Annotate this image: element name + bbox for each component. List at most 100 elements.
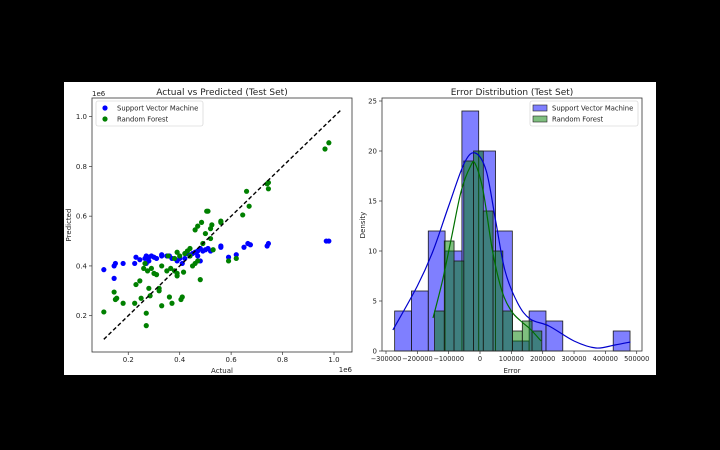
rf-point bbox=[180, 269, 187, 275]
rf-point bbox=[198, 219, 205, 225]
svm-point bbox=[133, 254, 139, 260]
rf-histogram-bar bbox=[473, 150, 484, 352]
rf-histogram-bar bbox=[502, 310, 513, 352]
y-tick-label: 25 bbox=[368, 98, 377, 106]
x-tick-label: 0.8 bbox=[277, 356, 288, 364]
hist-xlabel: Error bbox=[503, 367, 520, 375]
legend-patch-rf bbox=[532, 115, 548, 123]
scatter-legend: Support Vector Machine Random Forest bbox=[95, 100, 204, 127]
rf-point bbox=[132, 300, 138, 306]
rf-point bbox=[209, 222, 215, 228]
scatter-plot: Actual vs Predicted (Test Set) Actual Pr… bbox=[65, 88, 353, 375]
x-tick-label: −300000 bbox=[371, 355, 402, 363]
rf-point bbox=[174, 270, 180, 276]
rf-point bbox=[265, 186, 272, 192]
rf-point bbox=[159, 303, 165, 309]
rf-point bbox=[326, 140, 332, 146]
histogram-plot: Error Distribution (Test Set) Error Dens… bbox=[359, 88, 649, 375]
svm-point bbox=[218, 243, 224, 249]
legend-label-rf: Random Forest bbox=[552, 116, 603, 124]
svm-kde-curve bbox=[392, 152, 631, 349]
y-tick-label: 0.2 bbox=[76, 312, 87, 320]
rf-point bbox=[147, 293, 153, 299]
rf-point bbox=[210, 247, 216, 253]
svm-point bbox=[146, 258, 152, 264]
svm-point bbox=[101, 267, 107, 273]
rf-point bbox=[225, 258, 232, 264]
rf-point bbox=[233, 255, 239, 262]
rf-point bbox=[195, 223, 201, 229]
y-tick-label: 15 bbox=[368, 198, 377, 206]
rf-point bbox=[322, 146, 328, 152]
rf-point bbox=[111, 289, 117, 295]
rf-point bbox=[240, 212, 246, 218]
y-tick-label: 20 bbox=[368, 148, 377, 156]
rf-point bbox=[165, 253, 171, 259]
rf-point bbox=[120, 300, 126, 306]
svm-point bbox=[195, 253, 201, 259]
svm-point bbox=[153, 255, 160, 262]
x-tick-label: 0.4 bbox=[174, 356, 186, 364]
scatter-frame bbox=[91, 97, 353, 353]
rf-point bbox=[138, 295, 144, 301]
rf-point bbox=[164, 268, 170, 274]
rf-histogram-bar bbox=[482, 210, 494, 352]
x-tick-label: 100000 bbox=[499, 355, 524, 363]
svm-histogram-bar bbox=[394, 310, 412, 352]
rf-point bbox=[166, 294, 173, 300]
y-tick-label: 0.8 bbox=[76, 163, 87, 171]
rf-point bbox=[197, 277, 203, 283]
rf-point bbox=[205, 208, 211, 214]
svm-point bbox=[137, 257, 143, 263]
x-tick-label: −100000 bbox=[433, 355, 464, 363]
svm-point bbox=[132, 260, 138, 267]
rf-point bbox=[179, 294, 185, 300]
hist-frame bbox=[381, 97, 643, 352]
rf-point bbox=[142, 260, 148, 267]
svm-histogram-bar bbox=[411, 290, 429, 352]
svm-point bbox=[120, 260, 126, 267]
rf-point bbox=[168, 265, 174, 272]
legend-marker-rf bbox=[102, 116, 108, 122]
svm-point bbox=[233, 252, 239, 258]
svm-point bbox=[326, 238, 332, 244]
svm-point bbox=[241, 244, 247, 250]
rf-point bbox=[143, 323, 149, 329]
rf-histogram-bar bbox=[521, 320, 533, 352]
svm-point bbox=[265, 240, 272, 247]
y-tick-label: 0.4 bbox=[76, 262, 88, 270]
x-tick-label: 300000 bbox=[561, 355, 586, 363]
rf-point bbox=[174, 249, 180, 255]
legend-label-svm: Support Vector Machine bbox=[552, 105, 633, 113]
x-tick-label: 0.6 bbox=[226, 356, 238, 364]
x-tick-label: 0 bbox=[478, 355, 482, 363]
rf-point bbox=[243, 188, 250, 194]
rf-point bbox=[148, 265, 155, 272]
svm-histogram-bar bbox=[612, 330, 631, 352]
x-tick-label: −200000 bbox=[402, 355, 433, 363]
rf-histogram-bar bbox=[463, 160, 474, 352]
rf-point bbox=[202, 230, 209, 237]
legend-label-svm: Support Vector Machine bbox=[117, 105, 198, 113]
hist-ylabel: Density bbox=[359, 212, 367, 239]
rf-point bbox=[144, 268, 151, 274]
rf-histogram-bar bbox=[434, 310, 445, 352]
svm-point bbox=[112, 260, 119, 267]
x-tick-label: 500000 bbox=[624, 355, 649, 363]
rf-point bbox=[187, 245, 193, 252]
scatter-xlabel: Actual bbox=[211, 367, 233, 375]
rf-point bbox=[101, 309, 107, 315]
scatter-title: Actual vs Predicted (Test Set) bbox=[156, 88, 287, 98]
svm-point bbox=[225, 254, 232, 260]
perfect-prediction-line bbox=[103, 109, 341, 340]
y-tick-label: 1.0 bbox=[76, 113, 87, 121]
rf-histogram-bar bbox=[453, 260, 465, 352]
x-tick-label: 200000 bbox=[530, 355, 555, 363]
rf-point bbox=[146, 285, 152, 291]
scatter-ylabel: Predicted bbox=[65, 209, 73, 242]
rf-point bbox=[171, 255, 178, 262]
x-tick-label: 400000 bbox=[593, 355, 618, 363]
rf-histogram-bar bbox=[512, 330, 523, 352]
y-tick-label: 10 bbox=[368, 248, 377, 256]
